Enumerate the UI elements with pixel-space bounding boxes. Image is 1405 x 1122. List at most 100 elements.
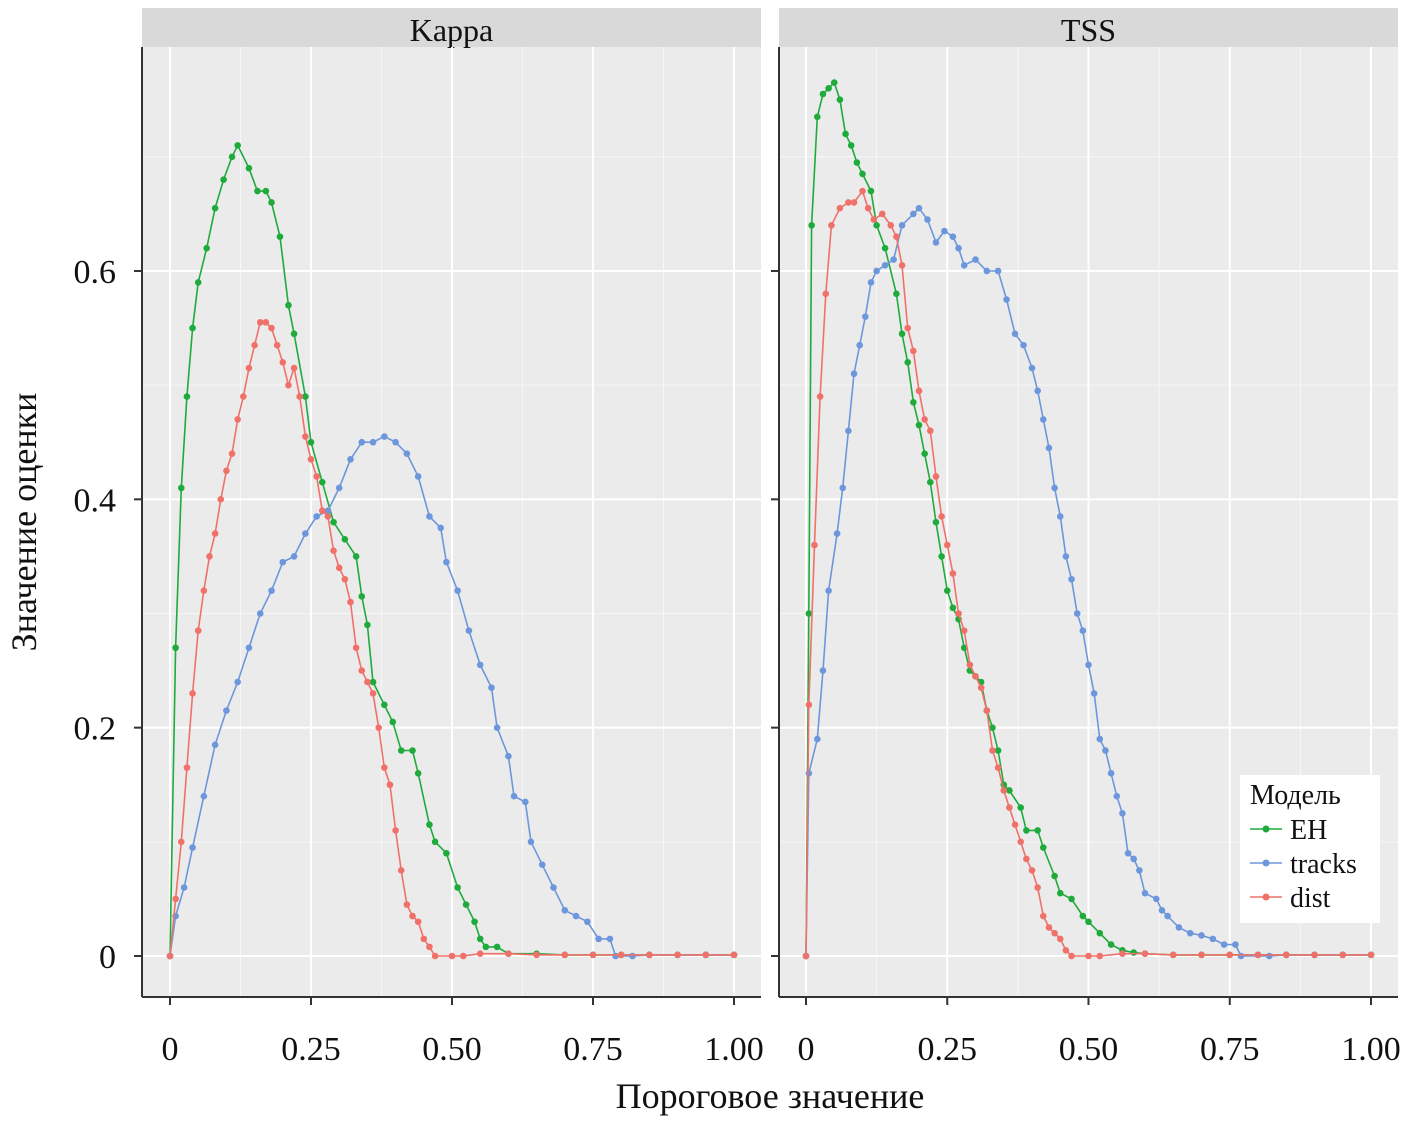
- data-point-tracks: [313, 513, 320, 520]
- legend-key-point-dist: [1262, 893, 1270, 901]
- data-point-dist: [234, 416, 241, 423]
- data-point-tracks: [862, 313, 869, 320]
- x-tick-label: 1.00: [704, 1031, 764, 1068]
- data-point-dist: [206, 553, 213, 560]
- data-point-dist: [403, 901, 411, 908]
- data-point-tracks: [856, 341, 863, 349]
- data-point-dist: [1119, 950, 1126, 958]
- data-point-EH: [1079, 912, 1087, 920]
- data-point-tracks: [867, 279, 875, 286]
- data-point-EH: [369, 678, 377, 686]
- data-point-tracks: [1020, 341, 1027, 349]
- data-point-dist: [426, 943, 433, 951]
- data-point-tracks: [1090, 690, 1098, 697]
- data-point-dist: [358, 667, 366, 674]
- data-point-tracks: [915, 204, 923, 212]
- data-point-tracks: [200, 792, 208, 800]
- data-point-dist: [702, 951, 710, 959]
- data-point-tracks: [180, 884, 188, 891]
- data-point-EH: [830, 79, 838, 86]
- data-point-dist: [960, 627, 968, 634]
- data-point-dist: [878, 210, 886, 218]
- data-point-tracks: [595, 935, 602, 943]
- data-point-dist: [290, 364, 298, 372]
- data-point-tracks: [1107, 770, 1115, 777]
- facet-title: TSS: [1061, 12, 1116, 48]
- data-point-dist: [256, 319, 264, 326]
- y-axis-label: Значение оценки: [4, 393, 44, 652]
- data-point-tracks: [1209, 935, 1217, 943]
- data-point-tracks: [1124, 849, 1132, 857]
- data-point-dist: [223, 467, 230, 475]
- data-point-dist: [313, 473, 320, 480]
- y-tick-label: 0.4: [74, 482, 117, 519]
- data-point-dist: [177, 838, 185, 846]
- x-tick-label: 0.25: [281, 1031, 341, 1068]
- data-point-EH: [381, 701, 388, 709]
- data-point-EH: [341, 535, 349, 543]
- data-point-EH: [836, 96, 844, 104]
- data-point-EH: [859, 170, 866, 178]
- data-point-tracks: [268, 587, 275, 594]
- legend-label-EH: EH: [1290, 815, 1327, 846]
- data-point-EH: [915, 421, 923, 429]
- data-point-tracks: [955, 244, 962, 252]
- data-point-tracks: [612, 952, 619, 960]
- data-point-tracks: [426, 513, 433, 520]
- data-point-tracks: [814, 735, 821, 743]
- data-point-dist: [324, 513, 332, 520]
- data-point-tracks: [493, 724, 501, 731]
- x-axis-label: Пороговое значение: [616, 1076, 925, 1116]
- data-point-EH: [805, 610, 813, 617]
- data-point-dist: [1339, 951, 1347, 959]
- data-point-tracks: [1198, 932, 1205, 939]
- data-point-tracks: [256, 610, 264, 617]
- data-point-EH: [234, 142, 241, 149]
- data-point-EH: [476, 935, 484, 943]
- data-point-dist: [828, 222, 835, 229]
- data-point-dist: [561, 951, 569, 959]
- data-point-tracks: [1175, 924, 1183, 931]
- data-point-tracks: [845, 427, 852, 435]
- data-point-EH: [352, 553, 360, 560]
- data-point-tracks: [279, 558, 287, 566]
- data-point-EH: [1017, 804, 1024, 811]
- data-point-EH: [904, 359, 911, 366]
- panel-kappa: Kappa 0 0.25 0.50 0.75 1.00 0 0.2 0.4 0.6: [74, 8, 764, 1068]
- data-point-dist: [189, 690, 196, 697]
- data-point-tracks: [1232, 941, 1239, 948]
- data-point-dist: [1017, 838, 1024, 846]
- data-point-dist: [921, 416, 928, 423]
- x-tick-label: 0: [162, 1031, 179, 1068]
- data-point-EH: [1051, 872, 1058, 880]
- data-point-EH: [211, 204, 219, 212]
- data-point-dist: [887, 222, 895, 229]
- data-point-tracks: [454, 587, 461, 594]
- data-point-EH: [254, 187, 261, 195]
- data-point-tracks: [302, 530, 309, 537]
- data-point-EH: [1096, 929, 1104, 937]
- data-point-EH: [842, 130, 849, 138]
- data-point-tracks: [584, 918, 591, 926]
- data-point-dist: [307, 456, 315, 463]
- data-point-EH: [189, 324, 196, 332]
- data-point-tracks: [1011, 330, 1019, 338]
- data-point-EH: [414, 770, 422, 777]
- data-point-dist: [420, 935, 428, 943]
- data-point-EH: [409, 747, 416, 754]
- data-point-EH: [893, 290, 900, 298]
- data-point-tracks: [234, 678, 241, 686]
- data-point-dist: [381, 764, 388, 771]
- data-point-EH: [194, 279, 202, 286]
- data-point-dist: [589, 951, 597, 959]
- data-point-tracks: [1266, 952, 1273, 960]
- data-point-dist: [955, 610, 962, 617]
- x-tick-label: 1.00: [1341, 1031, 1401, 1068]
- data-point-dist: [949, 570, 957, 577]
- data-point-tracks: [910, 210, 917, 218]
- data-point-tracks: [941, 227, 948, 235]
- data-point-EH: [814, 113, 821, 121]
- data-point-tracks: [839, 484, 847, 492]
